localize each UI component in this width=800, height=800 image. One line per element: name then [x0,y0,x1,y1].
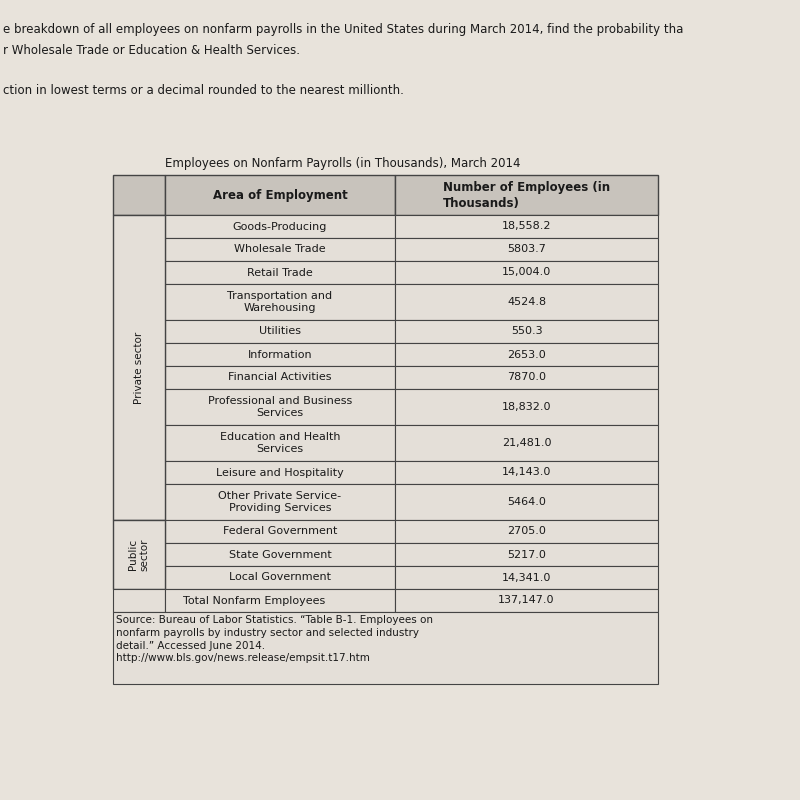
Text: Employees on Nonfarm Payrolls (in Thousands), March 2014: Employees on Nonfarm Payrolls (in Thousa… [165,157,521,170]
Text: Other Private Service-
Providing Services: Other Private Service- Providing Service… [218,491,342,513]
Bar [395,284,658,320]
Bar [165,284,395,320]
Bar [113,175,165,215]
Bar [113,612,658,684]
Text: 5803.7: 5803.7 [507,245,546,254]
Bar [165,589,395,612]
Text: 7870.0: 7870.0 [507,373,546,382]
Text: 137,147.0: 137,147.0 [498,595,554,606]
Text: State Government: State Government [229,550,331,559]
Bar [395,425,658,461]
Bar [165,484,395,520]
Text: Area of Employment: Area of Employment [213,189,347,202]
Bar [395,543,658,566]
Bar [113,520,165,589]
Text: 5217.0: 5217.0 [507,550,546,559]
Bar [165,543,395,566]
Bar [165,238,395,261]
Bar [165,343,395,366]
Text: 18,832.0: 18,832.0 [502,402,551,412]
Text: Wholesale Trade: Wholesale Trade [234,245,326,254]
Text: Total Nonfarm Employees: Total Nonfarm Employees [183,595,325,606]
Text: Public
sector: Public sector [128,538,150,570]
Bar [113,589,165,612]
Text: Transportation and
Warehousing: Transportation and Warehousing [227,291,333,313]
Text: 2705.0: 2705.0 [507,526,546,537]
Text: 550.3: 550.3 [510,326,542,337]
Text: 15,004.0: 15,004.0 [502,267,551,278]
Bar [395,320,658,343]
Bar [165,175,395,215]
Text: Information: Information [248,350,312,359]
Text: Retail Trade: Retail Trade [247,267,313,278]
Text: 14,341.0: 14,341.0 [502,573,551,582]
Bar [395,484,658,520]
Bar [165,389,395,425]
Text: Local Government: Local Government [229,573,331,582]
Text: Federal Government: Federal Government [223,526,337,537]
Bar [395,389,658,425]
Text: Professional and Business
Services: Professional and Business Services [208,396,352,418]
Bar [165,461,395,484]
Bar [165,215,395,238]
Text: Education and Health
Services: Education and Health Services [220,432,340,454]
Text: 2653.0: 2653.0 [507,350,546,359]
Bar [165,261,395,284]
Bar [395,589,658,612]
Bar [395,461,658,484]
Text: Source: Bureau of Labor Statistics. “Table B-1. Employees on
nonfarm payrolls by: Source: Bureau of Labor Statistics. “Tab… [116,615,433,663]
Bar [395,238,658,261]
Bar [165,320,395,343]
Bar [165,425,395,461]
Bar [395,520,658,543]
Bar [165,566,395,589]
Bar [395,366,658,389]
Text: ction in lowest terms or a decimal rounded to the nearest millionth.: ction in lowest terms or a decimal round… [3,83,404,97]
Text: 18,558.2: 18,558.2 [502,222,551,231]
Bar [395,175,658,215]
Text: 4524.8: 4524.8 [507,297,546,307]
Bar [395,215,658,238]
Text: 21,481.0: 21,481.0 [502,438,551,448]
Text: Private sector: Private sector [134,331,144,404]
Text: 5464.0: 5464.0 [507,497,546,507]
Text: Utilities: Utilities [259,326,301,337]
Text: Goods-Producing: Goods-Producing [233,222,327,231]
Text: Leisure and Hospitality: Leisure and Hospitality [216,467,344,478]
Bar [395,261,658,284]
Text: e breakdown of all employees on nonfarm payrolls in the United States during Mar: e breakdown of all employees on nonfarm … [3,23,683,37]
Text: r Wholesale Trade or Education & Health Services.: r Wholesale Trade or Education & Health … [3,43,300,57]
Bar [165,366,395,389]
Bar [395,566,658,589]
Text: Financial Activities: Financial Activities [228,373,332,382]
Bar [165,520,395,543]
Text: Number of Employees (in
Thousands): Number of Employees (in Thousands) [443,181,610,210]
Text: 14,143.0: 14,143.0 [502,467,551,478]
Bar [395,343,658,366]
Bar [113,215,165,520]
